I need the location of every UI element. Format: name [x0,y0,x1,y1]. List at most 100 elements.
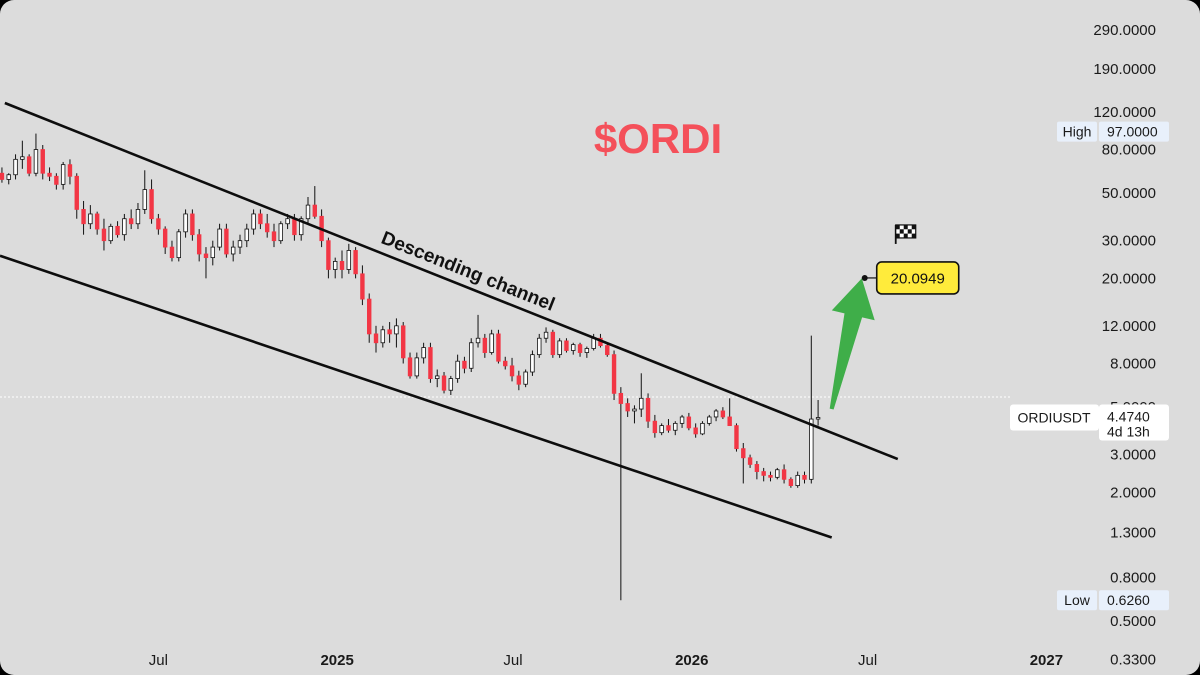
candle-bullish [530,354,535,373]
candle-bearish [781,469,787,480]
candle-bullish [632,408,637,412]
candle-bearish [734,425,739,450]
candle-bullish [285,218,290,225]
candle-bearish [747,457,753,465]
candle-bullish [333,261,338,270]
candle-bearish [666,425,671,431]
y-tick-label: 0.3300 [1110,652,1156,669]
candle-bullish [33,149,39,174]
candle-bearish [768,474,773,478]
candle-bearish [645,397,651,422]
symbol-label: ORDIUSDT [1017,409,1091,425]
y-tick-label: 80.0000 [1102,142,1156,159]
high-badge-value-bg [1099,121,1169,142]
candle-bearish [203,253,209,259]
candle-bearish [224,228,229,255]
candle-bullish [237,240,243,248]
candle-bearish [367,298,372,335]
candle-bearish [312,204,318,217]
candle-bearish [441,375,447,391]
low-badge-label-bg [1057,590,1097,611]
symbol-badge-bg [1010,404,1099,431]
candle-bearish [67,164,73,177]
finish-flag-check [911,233,916,238]
x-tick-label: 2026 [675,652,708,669]
candle-bearish [741,448,746,459]
candle-bullish [557,340,562,356]
candle-bearish [761,471,766,476]
candle-bullish [809,418,814,480]
candle-bearish [462,360,467,369]
candle-bearish [564,340,569,351]
candle-bearish [693,427,698,435]
candle-bullish [142,189,147,210]
candle-bullish [707,416,712,424]
y-tick-label: 190.0000 [1093,61,1156,78]
candle-bullish [469,342,474,369]
candle-bullish [673,422,678,431]
candle-bearish [625,403,630,412]
candle-bullish [251,213,256,230]
target-marker: 20.0949 [861,224,960,295]
candle-bearish [618,392,624,404]
finish-flag-check [899,229,904,234]
target-arrow [829,278,875,410]
price-axis[interactable]: 290.0000 190.0000 120.0000 80.0000 50.0000 30… [1093,22,1156,669]
candle-bullish [244,228,249,242]
y-tick-label: 2.0000 [1110,484,1156,501]
target-badge [875,261,960,295]
y-tick-label: 8.0000 [1110,355,1156,372]
candle-bullish [122,218,127,236]
finish-flag-check [903,224,908,230]
candle-bearish [428,347,433,380]
candle-bullish [278,223,283,242]
y-tick-label: 120.0000 [1093,104,1156,121]
candle-bearish [339,261,345,270]
y-tick-label: 3.0000 [1110,447,1156,464]
candle-bearish [81,209,86,225]
candle-bearish [802,474,807,480]
candle-bearish [156,218,161,230]
candle-countdown: 4d 13h [1107,423,1150,439]
candle-bullish [489,333,494,353]
candle-bearish [605,345,610,356]
y-tick-label: 0.5000 [1110,613,1156,630]
candle-bullish [537,337,542,356]
x-tick-label: Jul [149,652,168,669]
candle-bullish [659,425,664,434]
candle-bullish [455,360,460,380]
candle-bullish [775,469,780,478]
time-axis[interactable]: Jul 2025 Jul 2026 Jul 2027 [149,652,1063,669]
finish-flag-check [907,229,912,234]
last-price-badge-bg [1099,404,1169,441]
candle-bullish [60,164,66,185]
candle-bullish [713,410,719,418]
candle-bearish [196,234,202,255]
candle-bullish [305,204,311,220]
candle-bullish [20,156,25,160]
candles-group [0,133,821,601]
candle-bullish [183,213,188,233]
candle-bearish [407,357,413,377]
candle-bearish [387,329,392,335]
candle-bearish [271,231,277,242]
high-badge-label-bg [1057,121,1097,142]
x-tick-label: Jul [503,652,522,669]
finish-flag-check [911,224,916,230]
last-price-value: 4.4740 [1107,408,1150,424]
finish-flag-check [903,233,908,238]
candle-bearish [577,344,583,353]
candle-bearish [326,240,331,270]
candle-bearish [101,228,107,242]
y-tick-label: 12.0000 [1102,318,1156,335]
finish-flag-check [895,233,900,238]
candle-bearish [482,337,488,353]
finish-flag-check [895,224,900,230]
candle-bullish [475,337,481,344]
candle-bullish [679,416,685,424]
high-badge-label: High [1063,124,1092,140]
candle-bullish [217,228,222,248]
candle-bearish [727,416,732,427]
